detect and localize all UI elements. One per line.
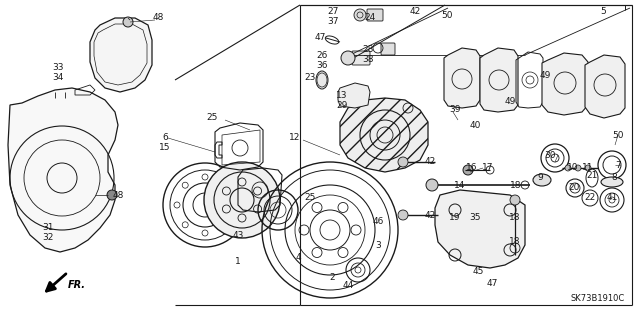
Text: 42: 42 bbox=[410, 8, 420, 17]
Text: SK73B1910C: SK73B1910C bbox=[571, 294, 625, 303]
Circle shape bbox=[426, 179, 438, 191]
Text: 34: 34 bbox=[52, 73, 64, 83]
Text: 49: 49 bbox=[540, 70, 550, 79]
Polygon shape bbox=[542, 53, 588, 115]
Text: 12: 12 bbox=[289, 133, 301, 143]
Text: 25: 25 bbox=[304, 194, 316, 203]
Text: 6: 6 bbox=[162, 133, 168, 143]
Circle shape bbox=[398, 157, 408, 167]
Text: 1: 1 bbox=[235, 257, 241, 266]
Ellipse shape bbox=[533, 174, 551, 186]
Circle shape bbox=[354, 9, 366, 21]
Polygon shape bbox=[90, 18, 152, 92]
Text: 42: 42 bbox=[424, 211, 436, 219]
Text: 15: 15 bbox=[159, 144, 171, 152]
FancyBboxPatch shape bbox=[352, 51, 370, 65]
FancyBboxPatch shape bbox=[367, 9, 383, 21]
Text: 47: 47 bbox=[314, 33, 326, 42]
Circle shape bbox=[463, 165, 473, 175]
Circle shape bbox=[341, 51, 355, 65]
Polygon shape bbox=[8, 88, 118, 252]
Circle shape bbox=[398, 210, 408, 220]
Text: 40: 40 bbox=[469, 121, 481, 130]
Circle shape bbox=[123, 17, 133, 27]
Text: 17: 17 bbox=[483, 164, 493, 173]
Circle shape bbox=[565, 165, 571, 171]
Polygon shape bbox=[435, 190, 525, 268]
Ellipse shape bbox=[601, 177, 623, 187]
Text: 14: 14 bbox=[454, 181, 466, 189]
Text: 39: 39 bbox=[449, 106, 461, 115]
Polygon shape bbox=[585, 55, 625, 118]
Text: 49: 49 bbox=[504, 98, 516, 107]
Text: 4: 4 bbox=[295, 254, 301, 263]
Circle shape bbox=[204, 162, 280, 238]
Text: 50: 50 bbox=[441, 11, 452, 19]
Text: 8: 8 bbox=[611, 174, 617, 182]
Text: 45: 45 bbox=[472, 268, 484, 277]
Text: 31: 31 bbox=[42, 224, 54, 233]
Text: 13: 13 bbox=[336, 91, 348, 100]
Text: 35: 35 bbox=[469, 213, 481, 222]
Text: 33: 33 bbox=[52, 63, 64, 72]
Text: 20: 20 bbox=[568, 183, 580, 192]
Text: 9: 9 bbox=[537, 174, 543, 182]
Text: 46: 46 bbox=[372, 218, 384, 226]
Text: 24: 24 bbox=[364, 13, 376, 23]
Text: 37: 37 bbox=[327, 18, 339, 26]
Polygon shape bbox=[480, 48, 518, 112]
Text: 16: 16 bbox=[467, 164, 477, 173]
Text: 43: 43 bbox=[232, 231, 244, 240]
Circle shape bbox=[585, 165, 591, 171]
Text: 48: 48 bbox=[152, 13, 164, 23]
Text: 26: 26 bbox=[316, 50, 328, 60]
Text: 30: 30 bbox=[544, 151, 556, 160]
FancyBboxPatch shape bbox=[381, 43, 395, 55]
Text: 25: 25 bbox=[206, 114, 218, 122]
Circle shape bbox=[107, 190, 117, 200]
Text: 21: 21 bbox=[586, 170, 598, 180]
Text: 44: 44 bbox=[342, 280, 354, 290]
Polygon shape bbox=[340, 98, 428, 172]
Text: 3: 3 bbox=[375, 241, 381, 249]
Text: 18: 18 bbox=[509, 238, 521, 247]
Text: 38: 38 bbox=[362, 56, 374, 64]
Ellipse shape bbox=[316, 71, 328, 89]
Text: 32: 32 bbox=[42, 234, 54, 242]
Text: 27: 27 bbox=[327, 8, 339, 17]
Text: 2: 2 bbox=[329, 273, 335, 283]
Text: 19: 19 bbox=[449, 213, 461, 222]
Text: 11: 11 bbox=[582, 164, 594, 173]
Text: 42: 42 bbox=[424, 158, 436, 167]
Text: 18: 18 bbox=[510, 181, 522, 189]
Polygon shape bbox=[444, 48, 480, 108]
Text: 10: 10 bbox=[567, 164, 579, 173]
Text: 41: 41 bbox=[606, 194, 618, 203]
Polygon shape bbox=[338, 83, 370, 108]
Circle shape bbox=[575, 165, 581, 171]
Text: 36: 36 bbox=[316, 61, 328, 70]
Text: 7: 7 bbox=[615, 160, 621, 169]
Text: 5: 5 bbox=[600, 8, 606, 17]
Text: 22: 22 bbox=[584, 194, 596, 203]
Text: 18: 18 bbox=[509, 213, 521, 222]
Text: 23: 23 bbox=[304, 73, 316, 83]
Text: 47: 47 bbox=[486, 278, 498, 287]
Text: 28: 28 bbox=[362, 46, 374, 55]
Text: 50: 50 bbox=[612, 130, 624, 139]
Text: FR.: FR. bbox=[68, 280, 86, 290]
Text: 29: 29 bbox=[336, 100, 348, 109]
Circle shape bbox=[510, 195, 520, 205]
Text: 48: 48 bbox=[112, 190, 124, 199]
